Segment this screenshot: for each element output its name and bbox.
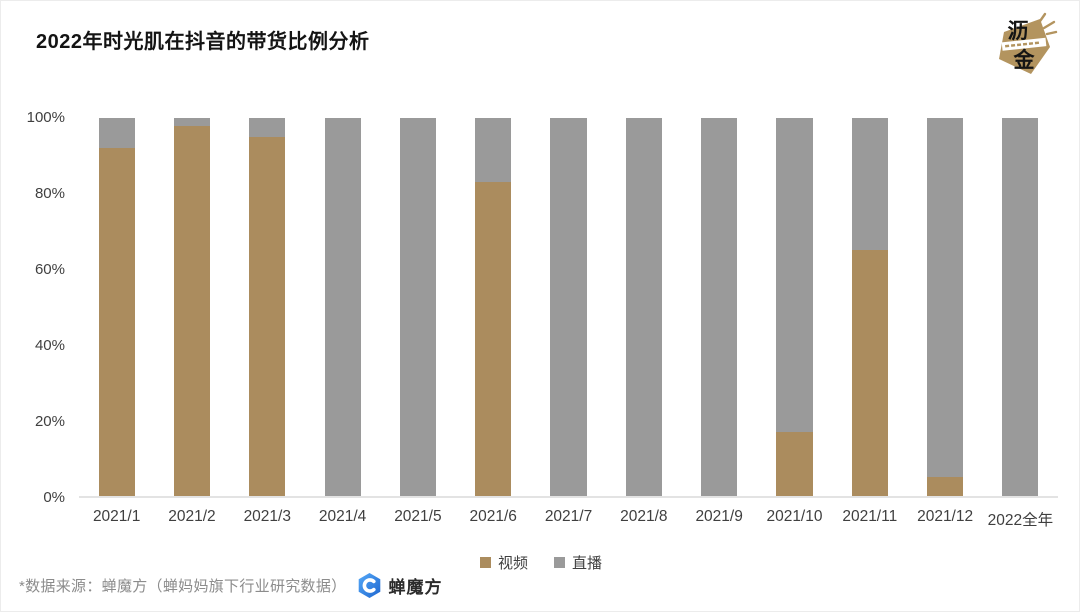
x-axis-labels: 2021/1 2021/2 2021/3 2021/4 2021/5 2021/6 2021… xyxy=(79,508,1058,530)
bar-column xyxy=(79,118,154,496)
x-tick-label: 2021/10 xyxy=(766,508,823,525)
bar-2021/3 xyxy=(249,118,286,496)
bar-column xyxy=(606,118,681,496)
bar-2021/1 xyxy=(98,118,135,496)
bar-segment-直播 xyxy=(249,118,286,137)
bar-segment-直播 xyxy=(475,118,512,183)
bar-segment-直播 xyxy=(851,118,888,251)
x-tick-label: 2022全年 xyxy=(987,512,1054,529)
legend-item-视频: 视频 xyxy=(479,552,528,573)
bar-2021/10 xyxy=(776,118,813,496)
lijin-logo: 沥 金 xyxy=(999,12,1058,74)
bar-segment-直播 xyxy=(173,118,211,126)
bar-segment-直播 xyxy=(625,118,662,496)
bar-column xyxy=(230,118,305,496)
lijin-logo-char-bottom: 金 xyxy=(1013,48,1036,72)
bar-segment-直播 xyxy=(701,118,738,496)
bar-segment-直播 xyxy=(324,118,361,496)
y-tick-label: 0% xyxy=(43,489,65,506)
bar-2021/12 xyxy=(927,118,964,496)
x-tick-label: 2021/1 xyxy=(92,508,141,525)
bar-column xyxy=(456,118,531,496)
legend-swatch xyxy=(554,557,565,568)
bar-2021/4 xyxy=(324,118,361,496)
bar-segment-视频 xyxy=(98,148,135,496)
bar-column xyxy=(154,118,229,496)
bar-segment-直播 xyxy=(927,118,964,478)
data-source-note: *数据来源：蝉魔方（蝉妈妈旗下行业研究数据） xyxy=(19,578,347,595)
x-tick-label: 2021/7 xyxy=(544,508,593,525)
chanmofang-wordmark: 蝉魔方 xyxy=(388,578,443,597)
x-tick-label: 2021/11 xyxy=(842,508,898,525)
bar-2021/5 xyxy=(399,118,436,496)
x-tick-label: 2021/9 xyxy=(695,508,743,525)
bar-segment-直播 xyxy=(98,118,135,149)
bar-segment-视频 xyxy=(249,136,286,496)
bar-2021/8 xyxy=(625,118,662,496)
bar-2022全年 xyxy=(1002,118,1039,496)
bar-segment-直播 xyxy=(1002,118,1039,496)
bar-segment-视频 xyxy=(776,431,813,496)
chart-title: 2022年时光肌在抖音的带货比例分析 xyxy=(36,31,370,53)
bar-2021/6 xyxy=(475,118,512,496)
bar-column xyxy=(305,118,380,496)
y-tick-label: 80% xyxy=(34,185,65,202)
bar-2021/7 xyxy=(550,118,587,496)
legend-label: 直播 xyxy=(572,555,603,572)
bar-2021/2 xyxy=(173,118,211,496)
bar-segment-直播 xyxy=(399,118,436,496)
legend-swatch xyxy=(479,557,491,568)
bar-segment-视频 xyxy=(851,250,888,496)
footer: *数据来源：蝉魔方（蝉妈妈旗下行业研究数据） 蝉魔方 xyxy=(19,572,442,599)
bar-column xyxy=(983,118,1058,496)
bar-segment-直播 xyxy=(550,118,587,496)
x-tick-label: 2021/5 xyxy=(394,508,442,525)
bar-segment-视频 xyxy=(475,182,512,496)
x-tick-label: 2021/8 xyxy=(620,508,668,525)
chart-legend: 视频 直播 xyxy=(1,552,1079,573)
bar-column xyxy=(682,118,757,496)
y-tick-label: 40% xyxy=(34,337,65,354)
x-tick-label: 2021/6 xyxy=(469,508,517,525)
chanmofang-icon xyxy=(359,573,381,598)
lijin-logo-char-top: 沥 xyxy=(1008,20,1029,43)
bar-column xyxy=(757,118,832,496)
bar-segment-直播 xyxy=(776,118,813,432)
y-tick-label: 60% xyxy=(34,261,65,278)
bar-segment-视频 xyxy=(927,477,964,496)
legend-item-直播: 直播 xyxy=(554,552,602,573)
bar-column xyxy=(907,118,982,496)
legend-label: 视频 xyxy=(497,555,528,572)
y-axis: 0% 20% 40% 60% 80% 100% xyxy=(1,109,71,506)
y-tick-label: 100% xyxy=(26,109,65,126)
bar-column xyxy=(380,118,455,496)
x-tick-label: 2021/2 xyxy=(168,508,216,525)
x-tick-label: 2021/4 xyxy=(318,508,367,525)
bar-column xyxy=(832,118,907,496)
bar-2021/11 xyxy=(851,118,888,496)
bar-segment-视频 xyxy=(173,125,211,496)
bar-chart-plot xyxy=(79,118,1058,498)
bar-2021/9 xyxy=(701,118,738,496)
x-tick-label: 2021/12 xyxy=(917,508,974,525)
x-tick-label: 2021/3 xyxy=(243,508,291,525)
bar-column xyxy=(531,118,606,496)
y-tick-label: 20% xyxy=(34,413,65,430)
